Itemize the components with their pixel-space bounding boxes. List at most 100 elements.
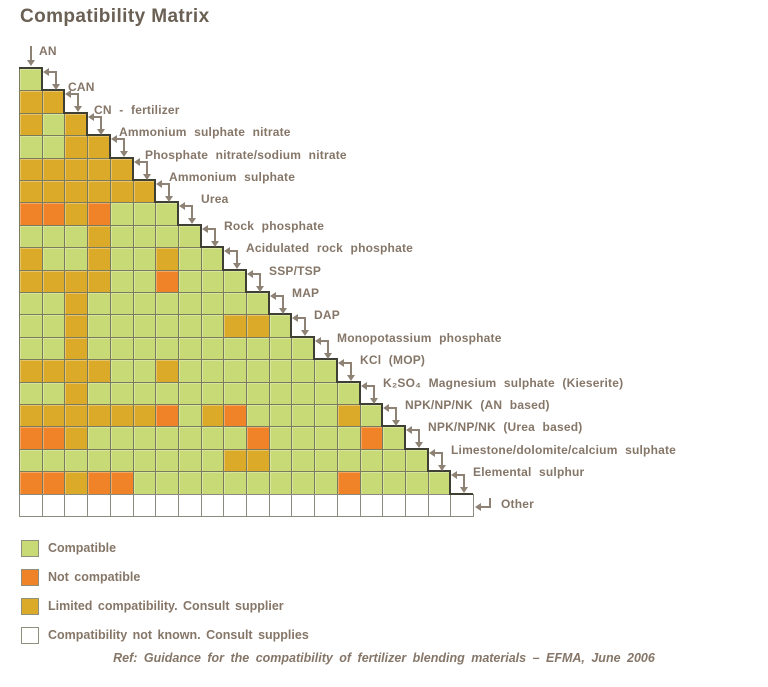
matrix-cell: [87, 225, 111, 248]
matrix-cell: [110, 404, 134, 427]
matrix-cell: [42, 359, 65, 383]
matrix-cell: [42, 494, 65, 517]
matrix-cell: [19, 270, 43, 293]
arrow-line: [395, 407, 397, 422]
matrix-cell: [87, 382, 111, 405]
arrow-icon: [256, 286, 264, 293]
matrix-cell: [201, 292, 224, 315]
matrix-cell: [269, 314, 292, 338]
arrow-line: [139, 161, 148, 163]
matrix-cell: [155, 494, 179, 517]
material-label: Ammonium sulphate nitrate: [119, 125, 291, 139]
matrix-cell: [42, 158, 65, 181]
matrix-cell: [428, 494, 451, 517]
matrix-cell: [64, 113, 88, 136]
matrix-cell: [64, 180, 88, 203]
matrix-cell: [155, 382, 179, 405]
matrix-cell: [360, 426, 383, 450]
material-label: Elemental sulphur: [473, 465, 585, 479]
matrix-cell: [64, 494, 88, 517]
matrix-cell: [87, 337, 111, 360]
arrow-icon: [43, 68, 49, 76]
matrix-cell: [42, 270, 65, 293]
arrow-icon: [475, 503, 481, 511]
matrix-cell: [19, 68, 43, 91]
matrix-cell: [19, 135, 43, 159]
matrix-cell: [42, 135, 65, 159]
arrow-icon: [460, 487, 468, 494]
matrix-cell: [110, 314, 134, 338]
matrix-cell: [133, 202, 156, 226]
arrow-line: [373, 385, 375, 400]
matrix-cell: [201, 404, 224, 427]
matrix-cell: [291, 426, 315, 450]
matrix-cell: [314, 359, 338, 383]
arrow-icon: [165, 196, 173, 203]
arrow-line: [282, 295, 284, 310]
matrix-cell: [246, 449, 270, 472]
matrix-cell: [223, 471, 247, 495]
matrix-cell: [201, 471, 224, 495]
matrix-cell: [133, 471, 156, 495]
matrix-cell: [337, 471, 361, 495]
matrix-cell: [87, 292, 111, 315]
arrow-icon: [347, 375, 355, 382]
material-label: NPK/NP/NK (Urea based): [428, 420, 583, 434]
matrix-cell: [428, 471, 451, 495]
arrow-icon: [97, 129, 105, 136]
matrix-cell: [133, 359, 156, 383]
matrix-cell: [19, 247, 43, 271]
arrow-icon: [88, 113, 94, 121]
matrix-cell: [19, 471, 43, 495]
material-label: Other: [501, 497, 535, 511]
matrix-cell: [64, 270, 88, 293]
matrix-cell: [155, 292, 179, 315]
matrix-cell: [360, 471, 383, 495]
legend-label: Not compatible: [48, 570, 141, 584]
arrow-icon: [438, 465, 446, 472]
matrix-cell: [110, 382, 134, 405]
arrow-line: [350, 362, 352, 377]
material-label: K₂SO₄ Magnesium sulphate (Kieserite): [383, 376, 624, 390]
arrow-line: [77, 93, 79, 108]
material-label: DAP: [314, 308, 340, 322]
matrix-cell: [178, 292, 202, 315]
matrix-cell: [133, 449, 156, 472]
matrix-cell: [291, 404, 315, 427]
arrow-line: [184, 205, 193, 207]
matrix-cell: [110, 247, 134, 271]
material-label: Urea: [201, 192, 229, 206]
matrix-cell: [19, 225, 43, 248]
matrix-cell: [64, 449, 88, 472]
matrix-cell: [87, 270, 111, 293]
matrix-cell: [291, 337, 315, 360]
matrix-cell: [87, 158, 111, 181]
matrix-cell: [246, 471, 270, 495]
arrow-line: [388, 407, 397, 409]
arrow-icon: [361, 382, 367, 390]
arrow-line: [366, 385, 375, 387]
not-compatible-swatch-icon: [21, 569, 39, 586]
matrix-cell: [19, 337, 43, 360]
limited-swatch-icon: [21, 598, 39, 615]
matrix-cell: [314, 382, 338, 405]
matrix-cell: [314, 449, 338, 472]
arrow-line: [489, 498, 491, 508]
arrow-icon: [65, 90, 71, 98]
arrow-line: [463, 474, 465, 489]
material-label: CN - fertilizer: [94, 103, 180, 117]
matrix-cell: [201, 494, 224, 517]
matrix-cell: [19, 426, 43, 450]
arrow-icon: [224, 247, 230, 255]
arrow-line: [55, 71, 57, 86]
arrow-icon: [338, 359, 344, 367]
matrix-cell: [178, 314, 202, 338]
matrix-cell: [155, 404, 179, 427]
matrix-cell: [405, 494, 429, 517]
matrix-cell: [133, 382, 156, 405]
material-label: SSP/TSP: [269, 264, 322, 278]
matrix-cell: [201, 382, 224, 405]
matrix-cell: [291, 471, 315, 495]
matrix-cell: [19, 382, 43, 405]
matrix-cell: [42, 314, 65, 338]
